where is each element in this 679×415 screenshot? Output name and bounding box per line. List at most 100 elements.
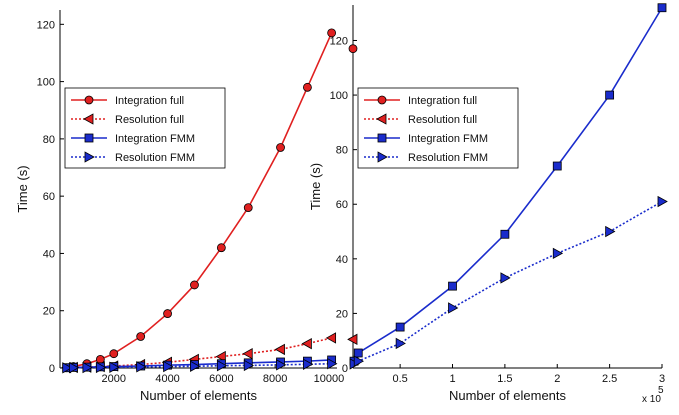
y-tick-label: 80: [43, 134, 55, 146]
x-scale-note: x 10: [642, 394, 661, 405]
data-point: [95, 361, 107, 374]
data-point: [657, 3, 667, 13]
x-tick-label: 2: [554, 373, 560, 385]
x-tick-label: 4000: [155, 373, 179, 385]
data-point: [500, 272, 511, 284]
y-tick-label: 60: [43, 191, 55, 203]
data-point: [109, 349, 119, 359]
legend-entry-label: Integration full: [408, 95, 477, 107]
data-point: [243, 359, 255, 372]
data-point: [448, 281, 457, 291]
data-point: [605, 225, 616, 238]
data-point: [327, 358, 338, 370]
y-tick-label: 40: [336, 254, 348, 266]
series-line: [353, 7, 663, 362]
data-point: [163, 309, 172, 318]
y-tick-label: 100: [330, 90, 348, 102]
data-point: [215, 350, 226, 363]
y-tick-label: 80: [336, 145, 348, 157]
legend-entry-label: Resolution full: [115, 114, 184, 126]
data-point: [347, 333, 358, 346]
data-point: [605, 90, 615, 100]
y-tick-label: 20: [336, 308, 348, 320]
y-tick-label: 40: [43, 248, 55, 260]
x-tick-label: 1: [449, 373, 455, 385]
data-point: [348, 44, 358, 54]
legend-entry-label: Resolution FMM: [115, 152, 195, 164]
data-point: [657, 195, 668, 208]
data-point: [243, 203, 253, 213]
x-tick-label: 1.5: [497, 373, 512, 385]
legend-marker: [84, 95, 94, 105]
y-axis-label: Time (s): [308, 163, 323, 210]
data-point: [276, 143, 285, 152]
x-axis-label: Number of elements: [140, 388, 258, 403]
y-tick-label: 20: [43, 306, 55, 318]
series-resolution-fmm: [349, 195, 668, 370]
data-point: [500, 229, 510, 239]
legend-marker: [377, 95, 387, 105]
data-point: [216, 243, 226, 253]
series-integration-fmm: [349, 3, 667, 366]
data-point: [62, 362, 73, 374]
data-point: [163, 360, 174, 373]
legend-marker: [84, 151, 95, 163]
y-tick-label: 100: [37, 77, 55, 89]
data-point: [303, 358, 314, 370]
data-point: [327, 28, 337, 38]
legend-marker: [376, 113, 387, 125]
legend-entry-label: Integration full: [115, 95, 184, 107]
x-tick-label: 0.5: [392, 373, 407, 385]
data-point: [395, 322, 405, 332]
y-tick-label: 120: [330, 35, 348, 47]
series-resolution-full: [347, 333, 358, 346]
data-point: [136, 361, 147, 373]
data-point: [274, 343, 285, 356]
data-point: [276, 359, 287, 371]
legend-entry-label: Resolution FMM: [408, 152, 488, 164]
legend-marker: [84, 133, 94, 143]
x-tick-label: 6000: [209, 373, 233, 385]
legend-entry-label: Integration FMM: [115, 133, 195, 145]
x-tick-label: 2000: [102, 373, 126, 385]
y-axis-label: Time (s): [15, 165, 30, 212]
series-integration-full: [348, 44, 358, 54]
data-point: [448, 302, 459, 314]
data-point: [303, 82, 312, 92]
data-point: [552, 161, 562, 171]
data-point: [353, 355, 365, 367]
x-tick-label: 8000: [263, 373, 287, 385]
x-tick-label: 3: [659, 373, 665, 385]
x-tick-label: 10000: [314, 373, 345, 385]
y-tick-label: 0: [49, 363, 55, 375]
series-integration-full: [62, 28, 337, 373]
y-tick-label: 120: [37, 19, 55, 31]
data-point: [301, 337, 312, 350]
data-point: [395, 337, 406, 350]
data-point: [552, 247, 564, 260]
series-line: [66, 32, 333, 369]
data-point: [136, 332, 146, 341]
data-point: [353, 348, 363, 358]
legend-marker: [377, 151, 388, 163]
y-tick-label: 0: [342, 363, 348, 375]
legend-marker: [377, 133, 387, 143]
data-point: [190, 360, 201, 372]
x-axis-label: Number of elements: [449, 388, 567, 403]
data-point: [109, 361, 120, 373]
data-point: [69, 362, 80, 374]
legend-marker: [83, 113, 94, 125]
data-point: [216, 360, 228, 372]
data-point: [190, 280, 199, 290]
x-tick-label: 2.5: [602, 373, 617, 385]
series-line: [66, 337, 332, 369]
y-tick-label: 60: [336, 199, 348, 211]
data-point: [325, 332, 337, 344]
data-point: [82, 361, 93, 374]
legend-entry-label: Resolution full: [408, 114, 477, 126]
legend-entry-label: Integration FMM: [408, 133, 488, 145]
data-point: [242, 348, 253, 360]
series-resolution-fmm: [62, 358, 338, 374]
